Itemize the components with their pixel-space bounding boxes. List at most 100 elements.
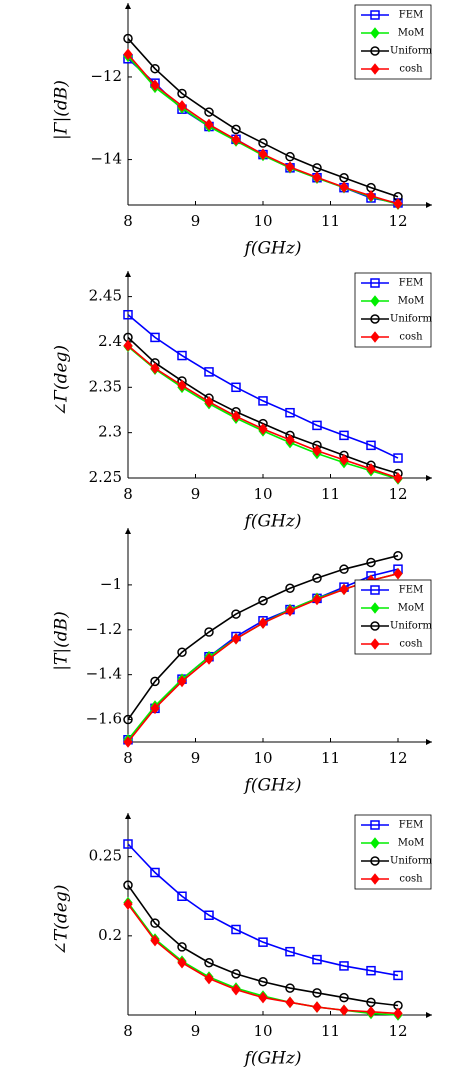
legend-label: FEM (399, 820, 423, 831)
legend-label: MoM (398, 296, 425, 307)
legend-marker (370, 314, 380, 324)
marker (366, 965, 376, 976)
y-tick-label: 2.45 (89, 287, 122, 305)
legend-marker (370, 46, 380, 56)
x-tick-label: 10 (253, 749, 272, 767)
x-tick-label: 8 (123, 749, 133, 767)
marker (123, 339, 133, 352)
marker (339, 430, 349, 441)
marker (258, 138, 268, 148)
legend-label: FEM (399, 10, 423, 21)
marker (204, 910, 214, 920)
marker (339, 454, 349, 466)
marker (123, 880, 133, 890)
marker (393, 1007, 403, 1020)
marker (150, 918, 160, 928)
marker (204, 627, 214, 637)
marker (285, 151, 295, 162)
marker (150, 934, 160, 947)
marker (312, 171, 322, 184)
marker (339, 1004, 349, 1017)
legend-marker (370, 638, 380, 650)
marker (312, 1001, 322, 1013)
marker (393, 970, 403, 981)
marker (285, 604, 295, 617)
y-tick-label: −1 (100, 575, 122, 593)
y-tick-label: 2.35 (89, 377, 122, 395)
marker (231, 632, 241, 645)
marker (339, 564, 349, 574)
marker (258, 396, 268, 406)
series-line (127, 344, 399, 479)
y-tick-label: −1.4 (86, 665, 122, 683)
x-tick-label: 8 (123, 485, 133, 503)
legend-box (354, 4, 432, 80)
y-tick-label: 2.4 (98, 332, 122, 350)
marker (177, 647, 187, 657)
x-tick-label: 9 (191, 749, 201, 767)
marker (285, 996, 295, 1009)
y-axis-label: |Γ|(dB) (52, 80, 72, 140)
y-tick-label: −1.2 (86, 620, 122, 638)
marker (285, 434, 295, 446)
marker (204, 107, 214, 117)
marker (312, 988, 322, 998)
marker (177, 350, 187, 361)
legend-label: Uniform (390, 314, 433, 325)
marker (204, 396, 214, 408)
marker (339, 961, 349, 971)
legend-marker (370, 63, 380, 75)
marker (123, 839, 133, 849)
x-axis-label: f(GHz) (243, 239, 302, 259)
legend-marker (370, 27, 380, 39)
legend-marker (370, 602, 380, 614)
series-line (127, 38, 399, 198)
series-line (127, 314, 399, 459)
legend-box (354, 272, 432, 348)
legend-box (354, 579, 432, 655)
legend-label: MoM (398, 603, 425, 614)
marker (123, 898, 133, 910)
x-tick-label: 11 (321, 749, 340, 767)
legend-label: MoM (398, 28, 425, 39)
marker (123, 33, 133, 44)
legend-label: cosh (399, 874, 423, 885)
legend-marker (370, 585, 380, 595)
marker (312, 573, 322, 583)
x-tick-label: 8 (123, 1022, 133, 1040)
marker (204, 367, 214, 377)
legend-marker (370, 278, 380, 288)
x-axis-label: f(GHz) (243, 1049, 302, 1069)
x-tick-label: 11 (321, 212, 340, 230)
y-tick-label: −14 (90, 150, 122, 168)
marker (231, 124, 241, 135)
marker (393, 567, 403, 580)
marker (231, 983, 241, 996)
x-axis-label: f(GHz) (243, 776, 302, 796)
legend-label: MoM (398, 838, 425, 849)
marker (366, 557, 376, 568)
series-line (127, 884, 399, 1007)
marker (393, 550, 403, 561)
y-tick-label: −12 (90, 67, 122, 85)
y-tick-label: 2.25 (89, 468, 122, 486)
marker (312, 593, 322, 606)
y-axis-label: |T|(dB) (52, 611, 72, 670)
marker (339, 583, 349, 596)
marker (231, 969, 241, 979)
marker (285, 583, 295, 594)
marker (231, 133, 241, 146)
marker (285, 946, 295, 957)
marker (123, 736, 133, 748)
x-tick-label: 12 (388, 1022, 407, 1040)
marker (177, 956, 187, 969)
x-tick-label: 11 (321, 485, 340, 503)
legend-marker (370, 10, 380, 20)
marker (123, 309, 133, 320)
series-line (127, 554, 399, 721)
legend-label: cosh (399, 332, 423, 343)
marker (150, 63, 160, 74)
marker (366, 463, 376, 475)
legend-marker (370, 295, 380, 307)
legend-label: Uniform (390, 856, 433, 867)
